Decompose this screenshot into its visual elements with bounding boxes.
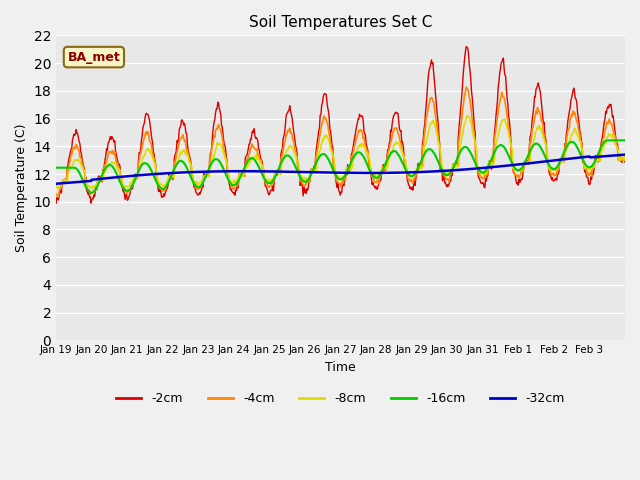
Legend: -2cm, -4cm, -8cm, -16cm, -32cm: -2cm, -4cm, -8cm, -16cm, -32cm xyxy=(111,387,570,410)
Y-axis label: Soil Temperature (C): Soil Temperature (C) xyxy=(15,124,28,252)
Text: BA_met: BA_met xyxy=(68,50,120,63)
Title: Soil Temperatures Set C: Soil Temperatures Set C xyxy=(249,15,432,30)
X-axis label: Time: Time xyxy=(325,361,356,374)
